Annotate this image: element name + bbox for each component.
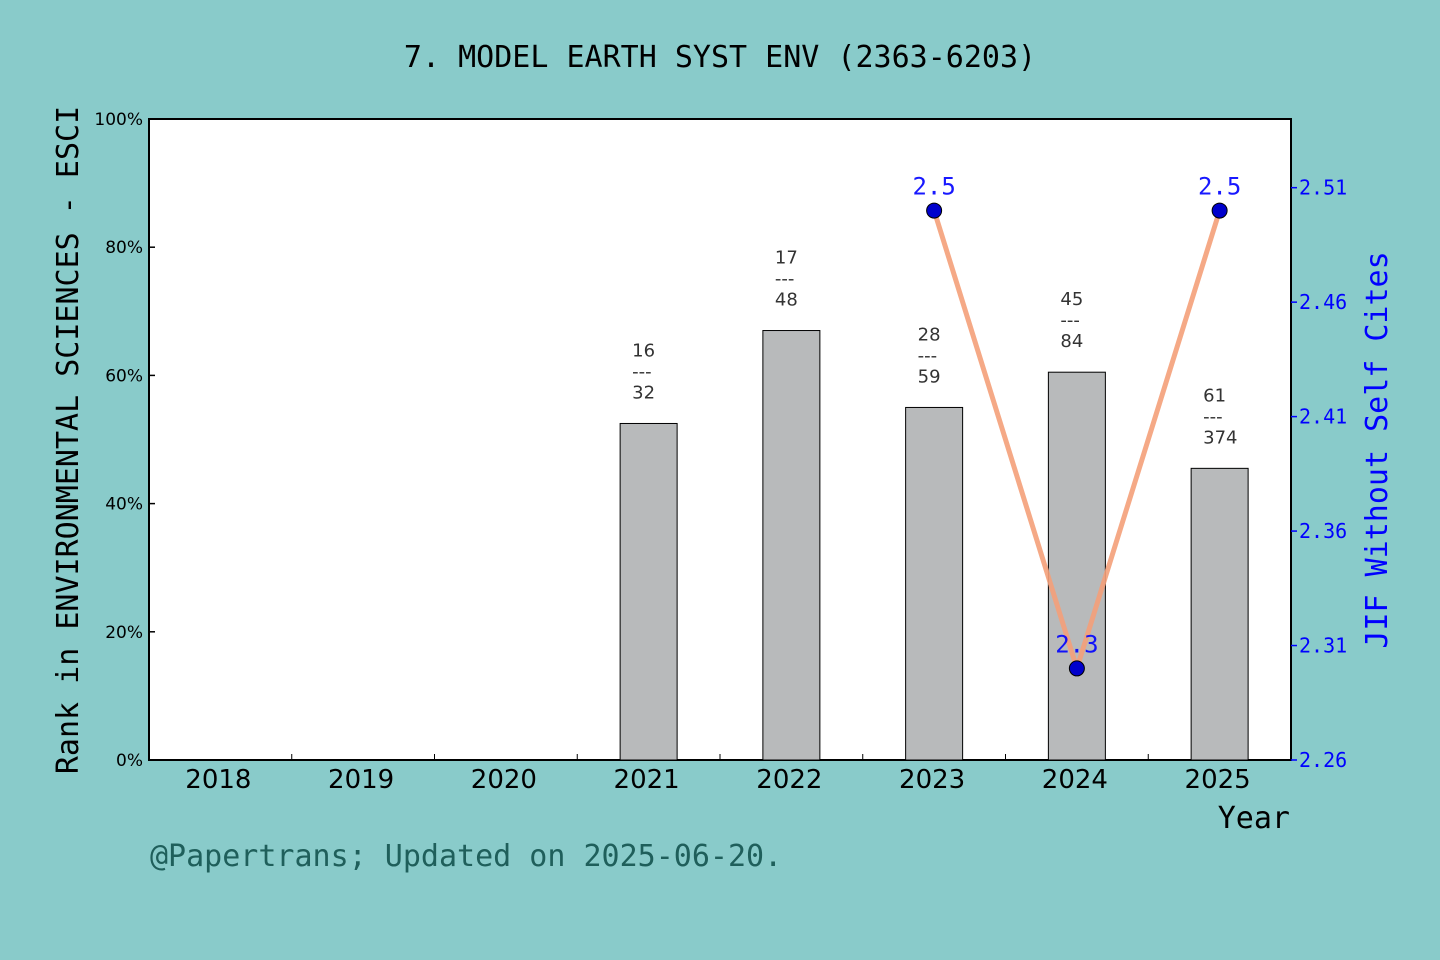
jif-point-2023 <box>926 202 943 219</box>
left-tick-label: 40% <box>105 495 143 515</box>
jif-label-2023: 2.5 <box>912 173 955 201</box>
footer-credit: @Papertrans; Updated on 2025-06-20. <box>150 839 782 874</box>
bar-total-2025: 374 <box>1203 427 1237 448</box>
jif-point-2025 <box>1211 202 1228 219</box>
right-tick-label: 2.26 <box>1299 748 1347 772</box>
bar-sep-2025: --- <box>1203 406 1223 427</box>
jif-line-segment <box>931 208 1080 671</box>
right-tick-label: 2.41 <box>1299 405 1347 429</box>
jif-point-2024 <box>1068 660 1085 677</box>
right-tick-label: 2.36 <box>1299 519 1347 543</box>
jif-line-segment <box>1074 208 1223 671</box>
chart-title: 7. MODEL EARTH SYST ENV (2363-6203) <box>404 40 1036 75</box>
bar-rank-2023: 28 <box>918 324 941 345</box>
left-tick-label: 80% <box>105 238 143 258</box>
bar-sep-2021: --- <box>632 361 652 382</box>
bar-2024 <box>1047 371 1106 761</box>
line-layer: 2.5 2.3 2.5 <box>912 173 1241 677</box>
x-tick-label-2021: 2021 <box>614 765 680 795</box>
x-tick-label-2025: 2025 <box>1185 765 1251 795</box>
right-axis-label: JIF Without Self Cites <box>1360 251 1395 648</box>
bar-total-2023: 59 <box>918 366 941 387</box>
left-tick-label: 60% <box>105 366 143 386</box>
bar-sep-2023: --- <box>918 345 938 366</box>
x-tick-label-2024: 2024 <box>1042 765 1108 795</box>
left-tick-label: 0% <box>116 751 143 771</box>
bar-sep-2022: --- <box>775 269 795 290</box>
x-tick-label-2020: 2020 <box>471 765 537 795</box>
right-tick-label: 2.31 <box>1299 634 1347 658</box>
bar-rank-2025: 61 <box>1203 385 1226 406</box>
bar-total-2022: 48 <box>775 290 798 311</box>
bar-2025 <box>1190 467 1249 761</box>
bar-2021 <box>619 422 678 761</box>
x-tick-label-2018: 2018 <box>185 765 251 795</box>
bar-rank-2024: 45 <box>1060 289 1083 310</box>
left-tick-label: 20% <box>105 623 143 643</box>
bar-sep-2024: --- <box>1060 310 1080 331</box>
jif-label-2025: 2.5 <box>1198 173 1241 201</box>
bar-rank-2021: 16 <box>632 340 655 361</box>
bar-2023 <box>905 406 964 761</box>
plot-area <box>148 118 1292 761</box>
x-tick-label-2019: 2019 <box>328 765 394 795</box>
x-tick-label-2023: 2023 <box>899 765 965 795</box>
left-axis-label: Rank in ENVIRONMENTAL SCIENCES - ESCI <box>51 106 86 774</box>
axes-layer: 0% 20% 40% 60% 80% 100% 2.26 2.31 2.36 2.41 2.46 2.… <box>94 110 1347 795</box>
bar-2022 <box>762 330 821 761</box>
left-tick-label: 100% <box>94 110 143 130</box>
bar-total-2024: 84 <box>1060 331 1083 352</box>
right-tick-label: 2.51 <box>1299 176 1347 200</box>
right-tick-label: 2.46 <box>1299 290 1347 314</box>
bar-total-2021: 32 <box>632 382 655 403</box>
x-axis-label: Year <box>1218 801 1290 836</box>
jif-label-2024: 2.3 <box>1055 630 1098 658</box>
x-tick-label-2022: 2022 <box>756 765 822 795</box>
bar-rank-2022: 17 <box>775 248 798 269</box>
